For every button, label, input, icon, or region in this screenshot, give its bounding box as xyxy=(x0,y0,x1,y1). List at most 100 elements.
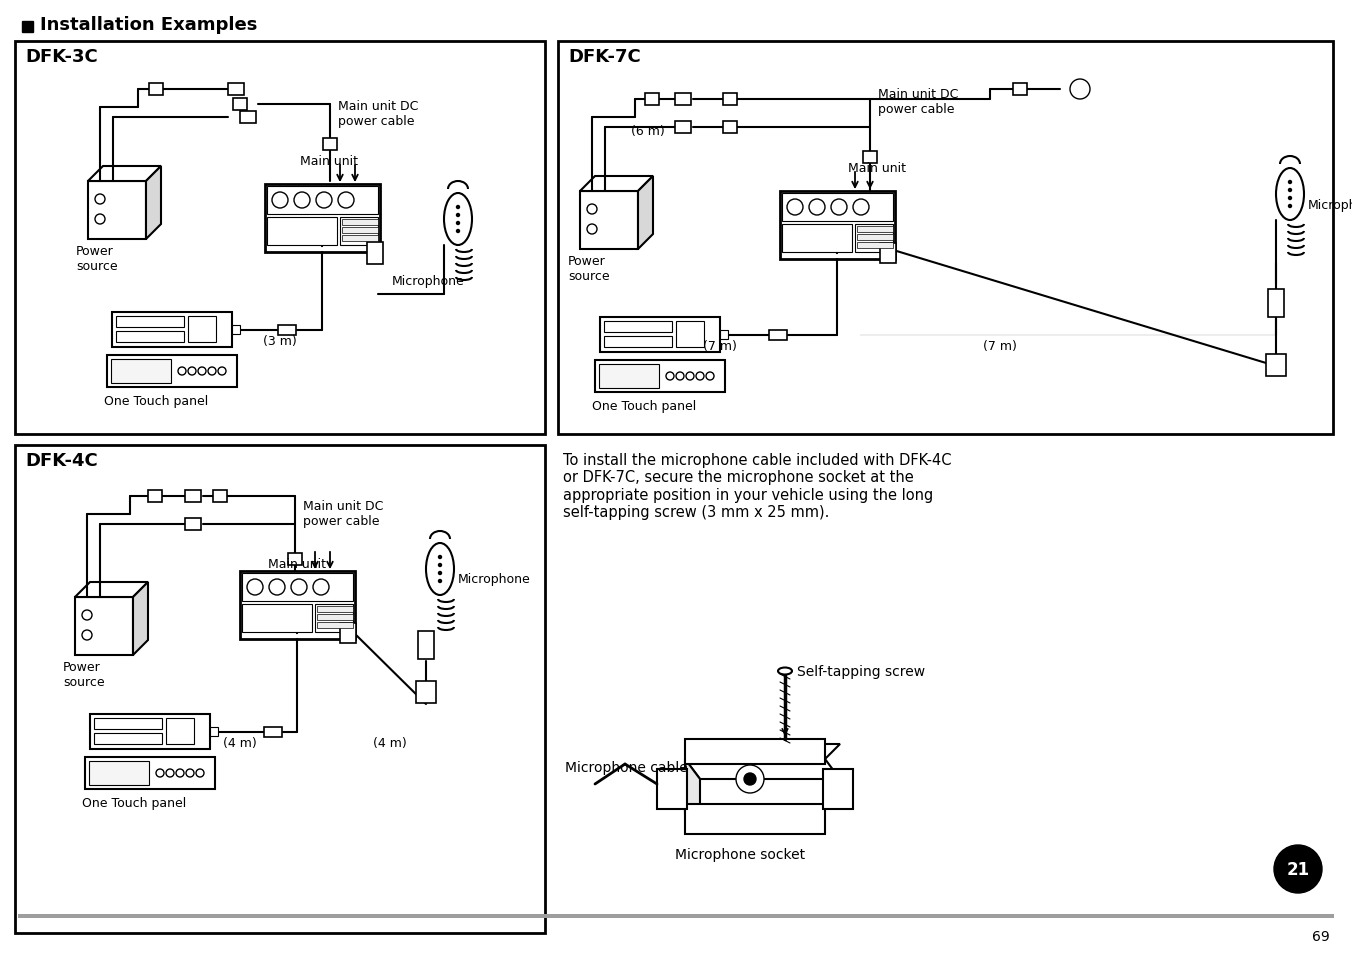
Text: One Touch panel: One Touch panel xyxy=(82,796,187,809)
Bar xyxy=(863,152,877,164)
Bar xyxy=(1265,355,1286,376)
Text: Main unit DC
power cable: Main unit DC power cable xyxy=(338,100,418,128)
Bar xyxy=(323,139,337,151)
Bar xyxy=(316,606,353,613)
Bar xyxy=(342,228,379,233)
Bar xyxy=(339,218,379,246)
Bar xyxy=(723,94,737,106)
Text: Main unit DC
power cable: Main unit DC power cable xyxy=(877,88,959,116)
Text: Main unit: Main unit xyxy=(268,558,326,571)
Bar xyxy=(316,622,353,628)
Circle shape xyxy=(438,556,442,558)
Circle shape xyxy=(1288,197,1291,200)
Circle shape xyxy=(735,765,764,793)
Text: One Touch panel: One Touch panel xyxy=(592,399,696,413)
Bar xyxy=(265,185,380,253)
Bar xyxy=(166,719,193,744)
Circle shape xyxy=(338,193,354,209)
Bar xyxy=(18,914,1334,918)
Circle shape xyxy=(82,630,92,640)
Bar xyxy=(675,122,691,133)
Bar xyxy=(416,681,435,703)
Text: 69: 69 xyxy=(1313,929,1330,943)
Circle shape xyxy=(316,193,333,209)
Polygon shape xyxy=(685,760,700,834)
Text: Microphone socket: Microphone socket xyxy=(675,847,806,862)
Bar xyxy=(88,182,146,240)
Circle shape xyxy=(1288,181,1291,184)
Bar xyxy=(241,572,356,639)
Circle shape xyxy=(587,205,598,214)
Text: Main unit: Main unit xyxy=(848,162,906,174)
Bar xyxy=(645,94,658,106)
Bar xyxy=(74,598,132,656)
Bar xyxy=(604,322,672,333)
Bar xyxy=(880,244,896,264)
Text: DFK-4C: DFK-4C xyxy=(24,452,97,470)
Text: 21: 21 xyxy=(1287,861,1310,878)
Bar xyxy=(781,193,894,222)
Circle shape xyxy=(831,200,846,215)
Text: To install the microphone cable included with DFK-4C
or DFK-7C, secure the micro: To install the microphone cable included… xyxy=(562,453,952,519)
Circle shape xyxy=(744,773,756,785)
Circle shape xyxy=(197,368,206,375)
Bar xyxy=(149,84,164,96)
Bar xyxy=(188,316,216,343)
Text: (4 m): (4 m) xyxy=(223,737,257,749)
Bar xyxy=(95,719,162,729)
Text: Main unit DC
power cable: Main unit DC power cable xyxy=(303,499,384,527)
Bar xyxy=(676,322,704,348)
Circle shape xyxy=(1069,80,1090,100)
Bar xyxy=(558,42,1333,435)
Bar xyxy=(342,235,379,242)
Bar xyxy=(675,94,691,106)
Bar xyxy=(279,326,296,335)
Text: (7 m): (7 m) xyxy=(983,339,1017,353)
Bar xyxy=(599,365,658,389)
Circle shape xyxy=(155,769,164,778)
Bar xyxy=(266,218,337,246)
Bar xyxy=(781,225,852,253)
Bar xyxy=(242,604,312,633)
Polygon shape xyxy=(685,744,840,760)
Text: DFK-7C: DFK-7C xyxy=(568,48,641,66)
Circle shape xyxy=(853,200,869,215)
Circle shape xyxy=(438,579,442,583)
Bar xyxy=(780,192,895,260)
Bar xyxy=(233,326,241,335)
Text: Power
source: Power source xyxy=(64,660,104,688)
Bar xyxy=(15,446,545,933)
Bar xyxy=(185,491,201,502)
Circle shape xyxy=(457,231,460,233)
Circle shape xyxy=(269,579,285,596)
Circle shape xyxy=(166,769,174,778)
Circle shape xyxy=(95,214,105,225)
Bar xyxy=(85,758,215,789)
Circle shape xyxy=(787,200,803,215)
Text: Installation Examples: Installation Examples xyxy=(41,16,257,34)
Text: Microphone: Microphone xyxy=(392,274,464,288)
Bar xyxy=(339,623,356,643)
Circle shape xyxy=(457,222,460,225)
Ellipse shape xyxy=(777,668,792,675)
Bar xyxy=(600,317,721,353)
Circle shape xyxy=(178,368,187,375)
Text: One Touch panel: One Touch panel xyxy=(104,395,208,408)
Polygon shape xyxy=(146,167,161,240)
Bar xyxy=(857,243,894,249)
Circle shape xyxy=(457,214,460,217)
Circle shape xyxy=(1274,845,1322,893)
Bar xyxy=(264,727,283,738)
Bar xyxy=(228,84,243,96)
Text: (4 m): (4 m) xyxy=(373,737,407,749)
Polygon shape xyxy=(685,760,840,780)
Bar xyxy=(723,122,737,133)
Circle shape xyxy=(314,579,329,596)
Polygon shape xyxy=(74,582,147,598)
Circle shape xyxy=(188,368,196,375)
Bar xyxy=(823,769,853,809)
Bar xyxy=(185,518,201,531)
Bar xyxy=(418,631,434,659)
Circle shape xyxy=(176,769,184,778)
Circle shape xyxy=(457,206,460,210)
